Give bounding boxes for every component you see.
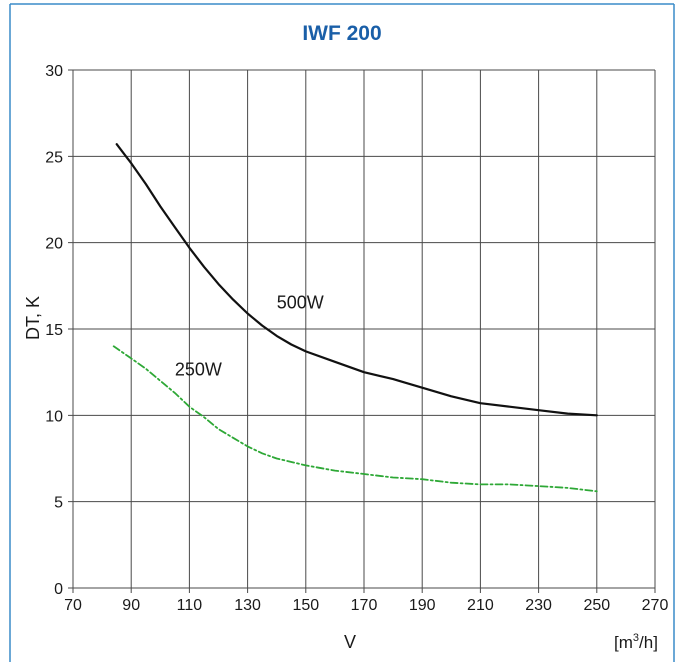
series-line-250w [112,345,598,493]
series-label-500w: 500W [277,292,324,312]
y-tick-label: 10 [45,408,63,425]
series-line-500w [115,143,598,417]
x-tick-label: 110 [177,597,203,614]
x-tick-label: 130 [234,597,261,614]
series-label-250w: 250W [175,360,222,380]
grid [68,69,656,593]
x-tick-labels: 70 90 110 130 150 170 190 210 230 250 270 [64,597,668,614]
x-axis-unit: [m3/h] [614,632,658,652]
x-tick-label: 210 [467,597,494,614]
y-tick-label: 15 [45,322,63,339]
x-tick-label: 250 [583,597,610,614]
x-axis-title: V [344,632,356,652]
x-axis-unit-suffix: /h] [639,633,658,652]
y-tick-labels: 0 5 10 15 20 25 30 [45,63,63,598]
plot-series [112,143,598,493]
x-tick-label: 150 [292,597,319,614]
y-tick-label: 20 [45,236,63,253]
x-tick-label: 90 [122,597,140,614]
x-tick-label: 170 [351,597,378,614]
x-tick-label: 70 [64,597,82,614]
x-tick-label: 230 [525,597,552,614]
x-tick-label: 190 [409,597,436,614]
y-tick-label: 0 [54,581,63,598]
x-tick-label: 270 [642,597,669,614]
chart-title: IWF 200 [302,22,381,45]
y-tick-label: 25 [45,149,63,166]
y-tick-label: 30 [45,63,63,80]
x-axis-unit-prefix: [m [614,633,633,652]
x-axis-unit-superscript: 3 [633,632,639,644]
y-axis-title: DT, K [23,296,43,340]
y-tick-label: 5 [54,495,63,512]
series-labels: 500W 250W [175,292,324,379]
